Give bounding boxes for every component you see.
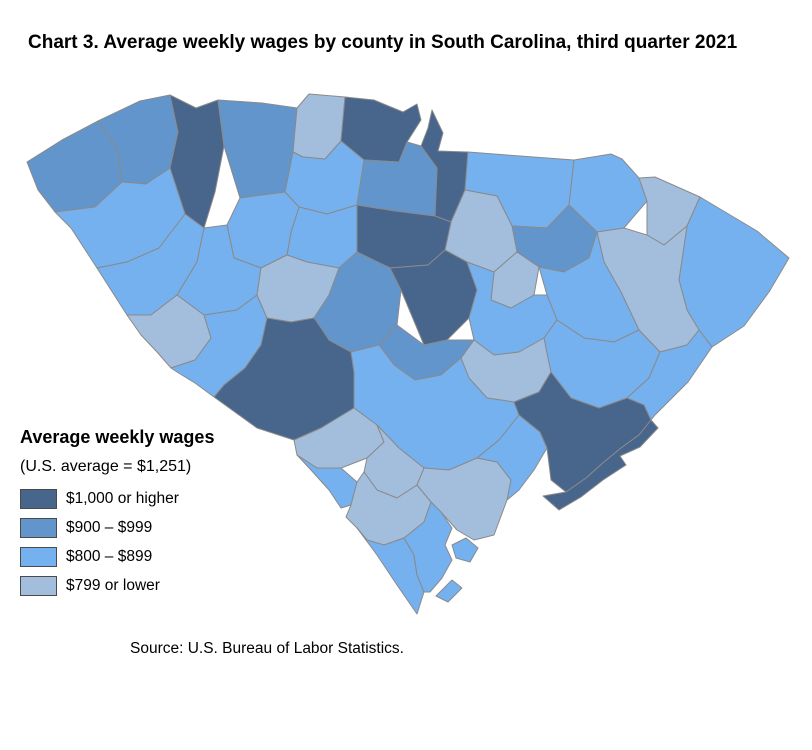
chart-title: Chart 3. Average weekly wages by county … bbox=[28, 32, 738, 53]
county-beaufort-part2 bbox=[435, 579, 463, 603]
legend-label-c2: $900 – $999 bbox=[66, 518, 153, 536]
legend-swatch-c2 bbox=[20, 517, 57, 538]
county-dorchester bbox=[476, 414, 548, 501]
legend-label-c4: $799 or lower bbox=[66, 576, 160, 594]
legend-row-c2: $900 – $999 bbox=[20, 517, 214, 538]
legend-row-c3: $800 – $899 bbox=[20, 546, 214, 567]
legend-label-c1: $1,000 or higher bbox=[66, 489, 179, 507]
county-beaufort bbox=[403, 501, 453, 593]
source-note: Source: U.S. Bureau of Labor Statistics. bbox=[130, 640, 404, 657]
legend-label-c3: $800 – $899 bbox=[66, 547, 153, 565]
legend-row-c1: $1,000 or higher bbox=[20, 488, 214, 509]
legend-swatch-c3 bbox=[20, 546, 57, 567]
legend-swatch-c4 bbox=[20, 575, 57, 596]
county-spartanburg bbox=[217, 99, 298, 199]
legend-subheading: (U.S. average = $1,251) bbox=[20, 458, 192, 475]
county-georgetown bbox=[626, 329, 713, 421]
legend-rows: $1,000 or higher $900 – $999 $800 – $899 $7… bbox=[20, 488, 214, 596]
county-beaufort-part1 bbox=[451, 537, 479, 563]
legend-swatch-c1 bbox=[20, 488, 57, 509]
legend-row-c4: $799 or lower bbox=[20, 575, 214, 596]
legend: Average weekly wages (U.S. average = $1,… bbox=[20, 427, 214, 604]
county-greenville bbox=[169, 94, 225, 229]
legend-heading: Average weekly wages bbox=[20, 427, 215, 447]
county-charleston bbox=[542, 419, 659, 511]
